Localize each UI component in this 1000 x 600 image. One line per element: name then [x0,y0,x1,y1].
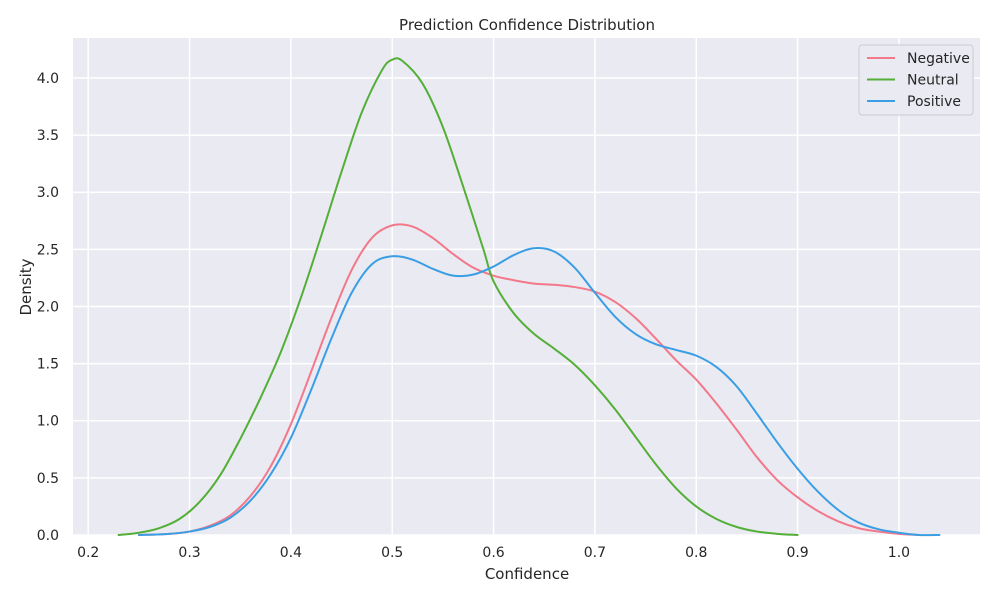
x-tick-label: 0.9 [786,545,808,561]
x-tick-label: 0.4 [280,545,302,561]
series-layer [117,57,941,537]
legend-box [858,44,974,116]
series-line-neutral [117,57,799,536]
y-tick-labels: 0.0 0.5 1.0 1.5 2.0 2.5 3.0 3.5 4.0 [37,71,59,544]
legend: Negative Neutral Positive [858,44,974,116]
chart-title: Prediction Confidence Distribution [399,16,655,34]
x-tick-labels: 0.2 0.3 0.4 0.5 0.6 0.7 0.8 0.9 1.0 [77,545,910,561]
y-tick-label: 0.5 [37,471,59,487]
x-tick-label: 0.8 [685,545,707,561]
y-tick-label: 2.0 [37,299,59,315]
y-tick-label: 2.5 [37,242,59,258]
series-line-negative [137,223,921,536]
y-tick-label: 4.0 [37,71,59,87]
legend-label-neutral: Neutral [907,73,959,89]
y-tick-label: 0.0 [37,528,59,544]
y-tick-label: 3.0 [37,185,59,201]
x-tick-label: 0.3 [178,545,200,561]
legend-label-positive: Positive [907,94,961,110]
y-tick-label: 1.5 [37,357,59,373]
y-tick-label: 1.0 [37,414,59,430]
legend-label-negative: Negative [907,51,970,67]
y-axis-label: Density [17,258,35,315]
x-tick-label: 0.6 [482,545,504,561]
grid [73,38,980,536]
x-tick-label: 0.5 [381,545,403,561]
x-tick-label: 1.0 [888,545,910,561]
plot-background [73,38,980,535]
series-line-positive [137,247,941,537]
x-tick-label: 0.7 [584,545,606,561]
x-tick-label: 0.2 [77,545,99,561]
y-tick-label: 3.5 [37,128,59,144]
x-axis-label: Confidence [485,565,569,583]
